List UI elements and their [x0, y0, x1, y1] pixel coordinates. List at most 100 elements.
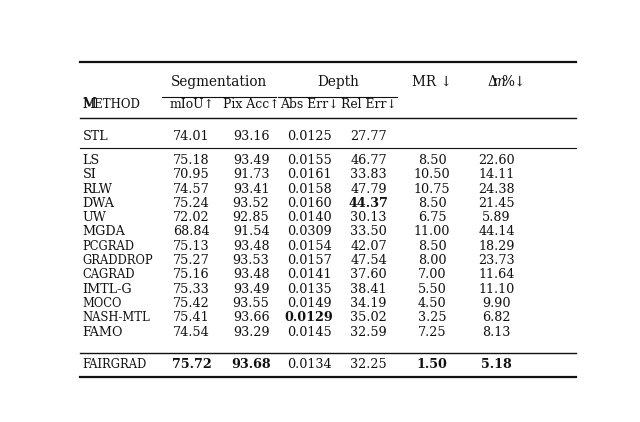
Text: 5.50: 5.50: [418, 283, 447, 296]
Text: 74.01: 74.01: [173, 130, 210, 143]
Text: 74.54: 74.54: [173, 325, 210, 338]
Text: 24.38: 24.38: [478, 183, 515, 195]
Text: 5.18: 5.18: [481, 358, 512, 371]
Text: 75.24: 75.24: [173, 197, 210, 210]
Text: 75.18: 75.18: [173, 154, 210, 167]
Text: 93.52: 93.52: [233, 197, 269, 210]
Text: 75.13: 75.13: [173, 240, 210, 253]
Text: 37.60: 37.60: [350, 268, 387, 281]
Text: IMTL-G: IMTL-G: [83, 283, 132, 296]
Text: 0.0160: 0.0160: [287, 197, 332, 210]
Text: MGDA: MGDA: [83, 225, 125, 238]
Text: 7.25: 7.25: [418, 325, 447, 338]
Text: 0.0135: 0.0135: [287, 283, 332, 296]
Text: PCGRAD: PCGRAD: [83, 240, 134, 253]
Text: 44.37: 44.37: [349, 197, 388, 210]
Text: mIoU↑: mIoU↑: [169, 98, 214, 111]
Text: SI: SI: [83, 168, 97, 181]
Text: Rel Err↓: Rel Err↓: [340, 98, 397, 111]
Text: 0.0141: 0.0141: [287, 268, 332, 281]
Text: 75.16: 75.16: [173, 268, 210, 281]
Text: 91.73: 91.73: [233, 168, 269, 181]
Text: 32.59: 32.59: [350, 325, 387, 338]
Text: 93.16: 93.16: [233, 130, 269, 143]
Text: 93.49: 93.49: [233, 283, 269, 296]
Text: 21.45: 21.45: [478, 197, 515, 210]
Text: 75.72: 75.72: [172, 358, 211, 371]
Text: 34.19: 34.19: [351, 297, 387, 310]
Text: 0.0154: 0.0154: [287, 240, 332, 253]
Text: 18.29: 18.29: [478, 240, 515, 253]
Text: 11.10: 11.10: [479, 283, 515, 296]
Text: 0.0155: 0.0155: [287, 154, 332, 167]
Text: M: M: [83, 97, 97, 111]
Text: 93.49: 93.49: [233, 154, 269, 167]
Text: NASH-MTL: NASH-MTL: [83, 311, 150, 324]
Text: 4.50: 4.50: [418, 297, 447, 310]
Text: 8.13: 8.13: [483, 325, 511, 338]
Text: 35.02: 35.02: [350, 311, 387, 324]
Text: Depth: Depth: [317, 75, 359, 89]
Text: Abs Err↓: Abs Err↓: [280, 98, 339, 111]
Text: 5.89: 5.89: [483, 211, 511, 224]
Text: 23.73: 23.73: [478, 254, 515, 267]
Text: Δ: Δ: [488, 75, 497, 89]
Text: 8.50: 8.50: [418, 197, 447, 210]
Text: 0.0309: 0.0309: [287, 225, 332, 238]
Text: 47.54: 47.54: [350, 254, 387, 267]
Text: 0.0125: 0.0125: [287, 130, 332, 143]
Text: 6.75: 6.75: [418, 211, 447, 224]
Text: 0.0140: 0.0140: [287, 211, 332, 224]
Text: 75.27: 75.27: [173, 254, 210, 267]
Text: 0.0161: 0.0161: [287, 168, 332, 181]
Text: 93.53: 93.53: [233, 254, 269, 267]
Text: 8.50: 8.50: [418, 240, 447, 253]
Text: 8.50: 8.50: [418, 154, 447, 167]
Text: 7.00: 7.00: [418, 268, 447, 281]
Text: DWA: DWA: [83, 197, 115, 210]
Text: m: m: [492, 75, 505, 89]
Text: LS: LS: [83, 154, 100, 167]
Text: MR ↓: MR ↓: [412, 75, 452, 89]
Text: Segmentation: Segmentation: [171, 75, 267, 89]
Text: 0.0129: 0.0129: [285, 311, 333, 324]
Text: 93.48: 93.48: [233, 268, 269, 281]
Text: 92.85: 92.85: [233, 211, 269, 224]
Text: 93.66: 93.66: [233, 311, 269, 324]
Text: 10.75: 10.75: [414, 183, 451, 195]
Text: 32.25: 32.25: [350, 358, 387, 371]
Text: STL: STL: [83, 130, 108, 143]
Text: 22.60: 22.60: [478, 154, 515, 167]
Text: 3.25: 3.25: [418, 311, 447, 324]
Text: 93.68: 93.68: [231, 358, 271, 371]
Text: 0.0149: 0.0149: [287, 297, 332, 310]
Text: UW: UW: [83, 211, 106, 224]
Text: 74.57: 74.57: [173, 183, 210, 195]
Text: GRADDROP: GRADDROP: [83, 254, 153, 267]
Text: 33.50: 33.50: [350, 225, 387, 238]
Text: 75.42: 75.42: [173, 297, 210, 310]
Text: 47.79: 47.79: [350, 183, 387, 195]
Text: 11.00: 11.00: [414, 225, 451, 238]
Text: 91.54: 91.54: [233, 225, 269, 238]
Text: Pix Acc↑: Pix Acc↑: [223, 98, 280, 111]
Text: 30.13: 30.13: [351, 211, 387, 224]
Text: 0.0157: 0.0157: [287, 254, 332, 267]
Text: %↓: %↓: [502, 75, 526, 89]
Text: 93.29: 93.29: [233, 325, 269, 338]
Text: 27.77: 27.77: [350, 130, 387, 143]
Text: MOCO: MOCO: [83, 297, 122, 310]
Text: 33.83: 33.83: [350, 168, 387, 181]
Text: 46.77: 46.77: [350, 154, 387, 167]
Text: 93.55: 93.55: [233, 297, 269, 310]
Text: 14.11: 14.11: [479, 168, 515, 181]
Text: CAGRAD: CAGRAD: [83, 268, 135, 281]
Text: 72.02: 72.02: [173, 211, 210, 224]
Text: 0.0145: 0.0145: [287, 325, 332, 338]
Text: 70.95: 70.95: [173, 168, 210, 181]
Text: 75.41: 75.41: [173, 311, 210, 324]
Text: 0.0134: 0.0134: [287, 358, 332, 371]
Text: RLW: RLW: [83, 183, 113, 195]
Text: FAIRGRAD: FAIRGRAD: [83, 358, 147, 371]
Text: 1.50: 1.50: [417, 358, 447, 371]
